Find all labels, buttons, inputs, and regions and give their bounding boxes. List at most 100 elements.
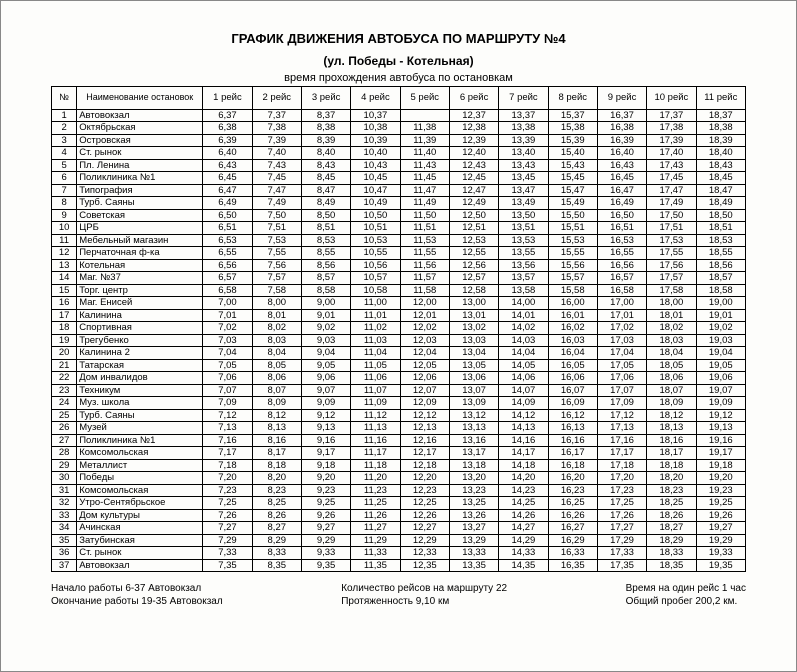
cell-time: 14,06 [499,372,548,385]
cell-time: 18,18 [647,459,696,472]
cell-num: 5 [52,159,77,172]
cell-time: 7,43 [252,159,301,172]
cell-time: 15,45 [548,172,597,185]
cell-time: 9,03 [301,334,350,347]
cell-num: 30 [52,472,77,485]
cell-time: 11,45 [400,172,449,185]
cell-stop-name: Ст. рынок [77,147,203,160]
footer-left-1: Начало работы 6-37 Автовокзал [51,582,223,595]
cell-num: 28 [52,447,77,460]
cell-time [400,109,449,122]
cell-time: 12,29 [400,534,449,547]
cell-time: 17,16 [597,434,646,447]
cell-time: 7,35 [203,559,252,572]
cell-time: 13,27 [449,522,498,535]
schedule-table: № Наименование остановок 1 рейс 2 рейс 3… [51,86,746,573]
cell-num: 11 [52,234,77,247]
cell-time: 11,20 [351,472,400,485]
cell-time: 9,09 [301,397,350,410]
cell-time: 7,51 [252,222,301,235]
cell-time: 9,13 [301,422,350,435]
cell-time: 16,49 [597,197,646,210]
cell-time: 11,16 [351,434,400,447]
cell-stop-name: Калинина [77,309,203,322]
footer-middle: Количество рейсов на маршруту 22 Протяже… [341,582,507,608]
cell-time: 15,38 [548,122,597,135]
cell-time: 13,07 [449,384,498,397]
cell-time: 18,45 [696,172,745,185]
cell-stop-name: Калинина 2 [77,347,203,360]
cell-time: 12,40 [449,147,498,160]
table-row: 21Татарская7,058,059,0511,0512,0513,0514… [52,359,746,372]
cell-time: 12,01 [400,309,449,322]
cell-time: 19,05 [696,359,745,372]
cell-time: 12,26 [400,509,449,522]
cell-time: 18,35 [647,559,696,572]
cell-time: 8,16 [252,434,301,447]
cell-time: 10,53 [351,234,400,247]
cell-time: 6,51 [203,222,252,235]
cell-time: 11,04 [351,347,400,360]
cell-num: 14 [52,272,77,285]
footer-right-1: Время на один рейс 1 час [626,582,746,595]
cell-time: 14,18 [499,459,548,472]
cell-num: 37 [52,559,77,572]
cell-time: 7,25 [203,497,252,510]
cell-time: 8,45 [301,172,350,185]
table-body: 1Автовокзал6,377,378,3710,3712,3713,3715… [52,109,746,572]
cell-time: 13,53 [499,234,548,247]
cell-time: 13,38 [499,122,548,135]
cell-time: 10,47 [351,184,400,197]
cell-stop-name: Пл. Ленина [77,159,203,172]
cell-time: 13,55 [499,247,548,260]
cell-stop-name: Поликлиника №1 [77,434,203,447]
cell-time: 14,17 [499,447,548,460]
cell-time: 17,06 [597,372,646,385]
header-trip-4: 4 рейс [351,86,400,109]
footer-right: Время на один рейс 1 час Общий пробег 20… [626,582,746,608]
cell-time: 13,50 [499,209,548,222]
cell-time: 13,47 [499,184,548,197]
cell-time: 9,02 [301,322,350,335]
cell-time: 13,16 [449,434,498,447]
cell-time: 6,45 [203,172,252,185]
cell-time: 17,02 [597,322,646,335]
cell-time: 17,27 [597,522,646,535]
cell-time: 6,50 [203,209,252,222]
cell-time: 12,00 [400,297,449,310]
cell-time: 18,05 [647,359,696,372]
cell-time: 13,03 [449,334,498,347]
cell-time: 7,58 [252,284,301,297]
cell-time: 11,09 [351,397,400,410]
cell-time: 16,51 [597,222,646,235]
cell-time: 13,37 [499,109,548,122]
cell-time: 11,58 [400,284,449,297]
cell-time: 7,26 [203,509,252,522]
cell-time: 18,12 [647,409,696,422]
cell-time: 17,29 [597,534,646,547]
cell-time: 18,39 [696,134,745,147]
cell-time: 11,06 [351,372,400,385]
cell-time: 8,43 [301,159,350,172]
cell-time: 17,17 [597,447,646,460]
footer-mid-2: Протяженность 9,10 км [341,595,507,608]
cell-time: 13,57 [499,272,548,285]
cell-time: 16,55 [597,247,646,260]
table-row: 11Мебельный магазин6,537,538,5310,5311,5… [52,234,746,247]
cell-time: 12,03 [400,334,449,347]
cell-time: 16,23 [548,484,597,497]
table-row: 35Затубинская7,298,299,2911,2912,2913,29… [52,534,746,547]
cell-time: 9,07 [301,384,350,397]
cell-time: 6,56 [203,259,252,272]
footer-right-2: Общий пробег 200,2 км. [626,595,746,608]
cell-time: 14,04 [499,347,548,360]
cell-num: 26 [52,422,77,435]
cell-stop-name: Островская [77,134,203,147]
cell-time: 11,13 [351,422,400,435]
cell-time: 11,56 [400,259,449,272]
cell-time: 11,26 [351,509,400,522]
cell-time: 8,09 [252,397,301,410]
cell-time: 8,05 [252,359,301,372]
cell-time: 8,57 [301,272,350,285]
header-trip-1: 1 рейс [203,86,252,109]
